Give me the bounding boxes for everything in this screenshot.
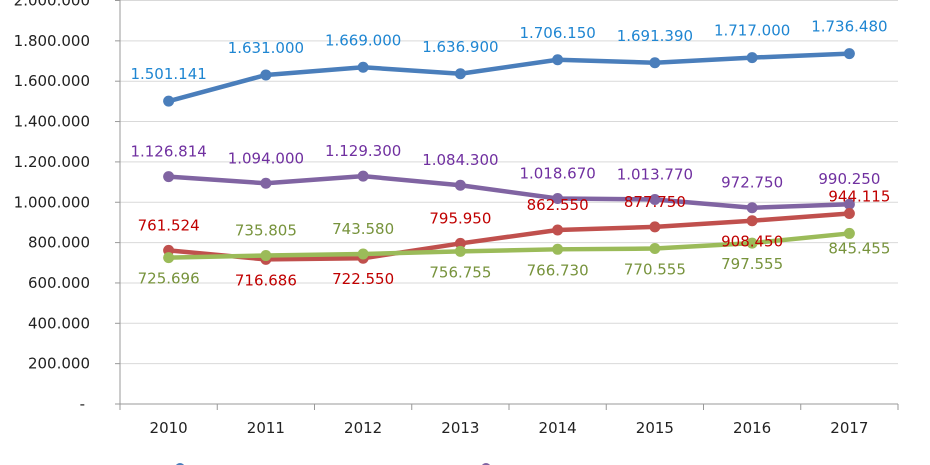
- y-tick-label: -: [80, 395, 85, 413]
- series-0-data-label: 1.736.480: [811, 18, 887, 36]
- series-1-point: [843, 198, 855, 210]
- series-2-data-label: 862.550: [527, 196, 589, 214]
- series-2-data-label: 716.686: [235, 271, 297, 289]
- series-0-point: [649, 57, 661, 69]
- series-1-line: [168, 173, 850, 210]
- series-1-point: [357, 170, 369, 182]
- x-tick-label: 2010: [150, 419, 188, 437]
- series-1-data-label: 1.013.770: [617, 165, 693, 183]
- series-0-data-label: 1.501.141: [130, 65, 206, 83]
- series-0-point: [163, 95, 175, 107]
- series-1-data-label: 1.094.000: [228, 149, 304, 167]
- series-3-point: [454, 245, 466, 257]
- series-3-data-label: 756.755: [429, 263, 491, 281]
- series-1-data-label: 990.250: [818, 170, 880, 188]
- series-3-data-label: 845.455: [828, 239, 890, 257]
- series-3-point: [163, 252, 175, 264]
- series-1-point: [454, 179, 466, 191]
- series-1-data-label: 972.750: [721, 174, 783, 192]
- series-1-point: [260, 177, 272, 189]
- x-tick-label: 2011: [247, 419, 285, 437]
- x-tick-label: 2014: [539, 419, 577, 437]
- series-3-data-label: 770.555: [624, 261, 686, 279]
- y-tick-label: 800.000: [28, 234, 90, 252]
- series-2-point: [454, 237, 466, 249]
- series-3-point: [746, 237, 758, 249]
- series-0-data-label: 1.636.900: [422, 38, 498, 56]
- series-1-point: [163, 171, 175, 183]
- series-2-point: [843, 208, 855, 220]
- series-3-point: [552, 243, 564, 255]
- series-3-data-label: 725.696: [138, 270, 200, 288]
- series-3-data-label: 743.580: [332, 220, 394, 238]
- series-3-data-label: 735.805: [235, 222, 297, 240]
- y-tick-label: 1.400.000: [14, 113, 90, 131]
- series-0-point: [746, 52, 758, 64]
- series-1-data-label: 1.129.300: [325, 142, 401, 160]
- series-2-data-label: 722.550: [332, 270, 394, 288]
- series-2-data-label: 908.450: [721, 233, 783, 251]
- x-tick-label: 2017: [830, 419, 868, 437]
- series-1-data-label: 1.084.300: [422, 151, 498, 169]
- series-0-point: [843, 48, 855, 60]
- series-1-point: [649, 193, 661, 205]
- y-tick-label: 1.000.000: [14, 193, 90, 211]
- series-1-data-label: 1.018.670: [519, 164, 595, 182]
- series-2-data-label: 761.524: [138, 216, 200, 234]
- x-tick-label: 2015: [636, 419, 674, 437]
- series-0-data-label: 1.669.000: [325, 31, 401, 49]
- y-tick-label: 1.800.000: [14, 32, 90, 50]
- series-1-data-label: 1.126.814: [130, 143, 206, 161]
- series-2-point: [649, 221, 661, 233]
- x-tick-label: 2016: [733, 419, 771, 437]
- series-3-point: [843, 227, 855, 239]
- series-2-data-label: 877.750: [624, 193, 686, 211]
- series-0-point: [454, 68, 466, 80]
- series-3-point: [649, 243, 661, 255]
- series-1-point: [552, 192, 564, 204]
- series-0-data-label: 1.691.390: [617, 27, 693, 45]
- series-2-line: [168, 211, 850, 262]
- series-0-data-label: 1.717.000: [714, 22, 790, 40]
- series-0-point: [357, 61, 369, 73]
- series-0-line: [168, 51, 850, 104]
- y-tick-label: 200.000: [28, 355, 90, 373]
- series-3-data-label: 797.555: [721, 255, 783, 273]
- y-tick-label: 400.000: [28, 314, 90, 332]
- series-1-point: [746, 202, 758, 214]
- series-2-point: [552, 224, 564, 236]
- series-2-data-label: 795.950: [429, 209, 491, 227]
- series-3-point: [260, 250, 272, 262]
- series-3-line: [168, 231, 850, 260]
- y-tick-label: 1.600.000: [14, 72, 90, 90]
- y-tick-label: 1.200.000: [14, 153, 90, 171]
- series-3-point: [357, 248, 369, 260]
- series-3-data-label: 766.730: [527, 261, 589, 279]
- x-tick-label: 2013: [441, 419, 479, 437]
- y-tick-label: 2.000.000: [14, 0, 90, 10]
- series-0-data-label: 1.631.000: [228, 39, 304, 57]
- series-0-point: [552, 54, 564, 66]
- series-0-point: [260, 69, 272, 81]
- y-tick-label: 600.000: [28, 274, 90, 292]
- series-0-data-label: 1.706.150: [519, 24, 595, 42]
- series-2-point: [746, 215, 758, 227]
- x-tick-label: 2012: [344, 419, 382, 437]
- series-2-data-label: 944.115: [828, 188, 890, 206]
